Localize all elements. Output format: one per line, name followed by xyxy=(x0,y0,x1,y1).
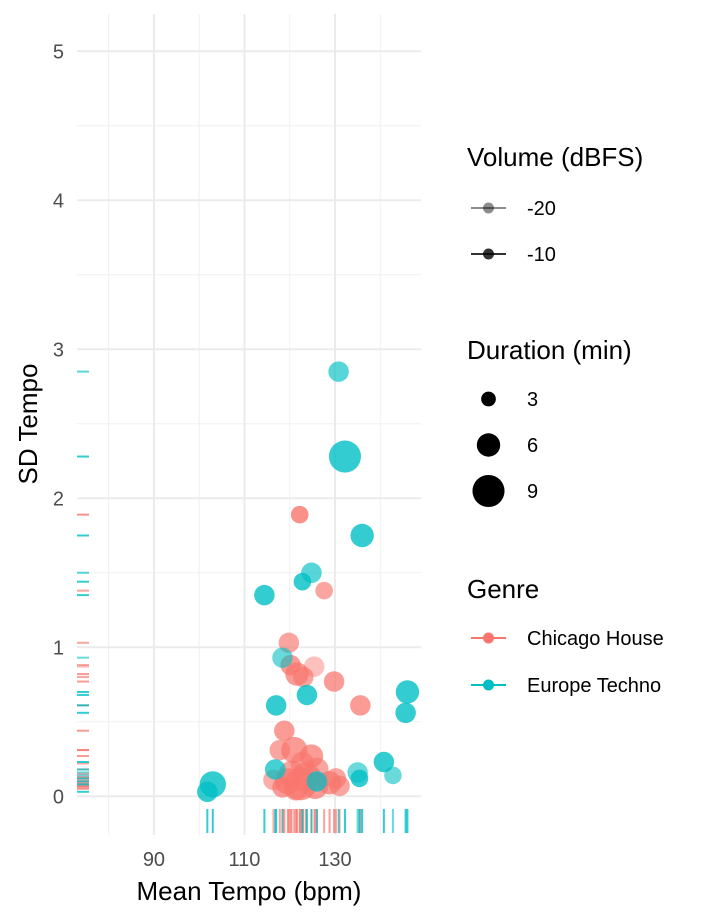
legend-duration-point xyxy=(481,391,496,407)
legend-duration-title: Duration (min) xyxy=(467,335,632,365)
data-point xyxy=(197,781,218,803)
data-point xyxy=(272,647,293,668)
x-tick-label: 90 xyxy=(143,849,165,871)
legend-genre-point xyxy=(483,632,494,644)
data-point xyxy=(384,766,402,785)
data-point xyxy=(350,769,369,788)
data-point xyxy=(306,771,328,792)
data-point xyxy=(284,777,308,801)
legend-duration-point xyxy=(476,433,501,457)
legend-genre-title: Genre xyxy=(467,574,539,604)
legend-volume-label: -10 xyxy=(527,244,556,266)
data-point xyxy=(350,695,371,716)
axes: 90 110 130 0 1 2 3 4 5 xyxy=(53,41,352,871)
data-point xyxy=(395,680,420,704)
legend-genre-label: Chicago House xyxy=(527,628,664,650)
legend-volume-point xyxy=(483,248,494,260)
legend-volume-title: Volume (dBFS) xyxy=(467,142,643,172)
data-point xyxy=(296,684,318,706)
rug-marks xyxy=(77,370,409,833)
legend-genre-label: Europe Techno xyxy=(527,675,661,697)
data-point xyxy=(265,695,287,716)
y-tick-label: 5 xyxy=(53,41,64,63)
data-points xyxy=(197,361,420,803)
legend-duration-point xyxy=(472,474,505,508)
data-point xyxy=(265,759,286,780)
legend-volume-label: -20 xyxy=(527,198,556,220)
y-tick-label: 1 xyxy=(53,637,64,659)
data-point xyxy=(329,775,350,797)
data-point xyxy=(293,666,314,688)
legend-genre-point xyxy=(483,679,494,691)
legend-duration-label: 9 xyxy=(527,481,538,503)
data-point xyxy=(395,702,416,724)
legend-duration-label: 3 xyxy=(527,389,538,411)
y-tick-label: 4 xyxy=(53,190,64,212)
data-point xyxy=(350,523,374,548)
y-tick-label: 3 xyxy=(53,339,64,361)
legend-duration: Duration (min) 3 6 9 xyxy=(467,335,632,508)
data-point xyxy=(328,440,362,473)
data-point xyxy=(328,361,349,382)
data-point xyxy=(254,584,275,606)
data-point xyxy=(274,720,295,741)
y-tick-label: 2 xyxy=(53,488,64,510)
y-tick-label: 0 xyxy=(53,786,64,808)
data-point xyxy=(290,505,309,524)
legend-genre: Genre Chicago House Europe Techno xyxy=(467,574,664,697)
legend-volume: Volume (dBFS) -20 -10 xyxy=(467,142,643,266)
x-axis-title: Mean Tempo (bpm) xyxy=(137,876,362,906)
data-point xyxy=(293,572,312,591)
grid xyxy=(77,14,421,835)
data-point xyxy=(323,671,345,692)
data-point xyxy=(315,581,333,600)
x-tick-label: 130 xyxy=(318,849,351,871)
legend-volume-point xyxy=(483,202,494,214)
x-tick-label: 110 xyxy=(229,849,261,871)
data-point xyxy=(373,751,395,773)
y-axis-title: SD Tempo xyxy=(13,364,43,485)
legend-duration-label: 6 xyxy=(527,435,538,457)
